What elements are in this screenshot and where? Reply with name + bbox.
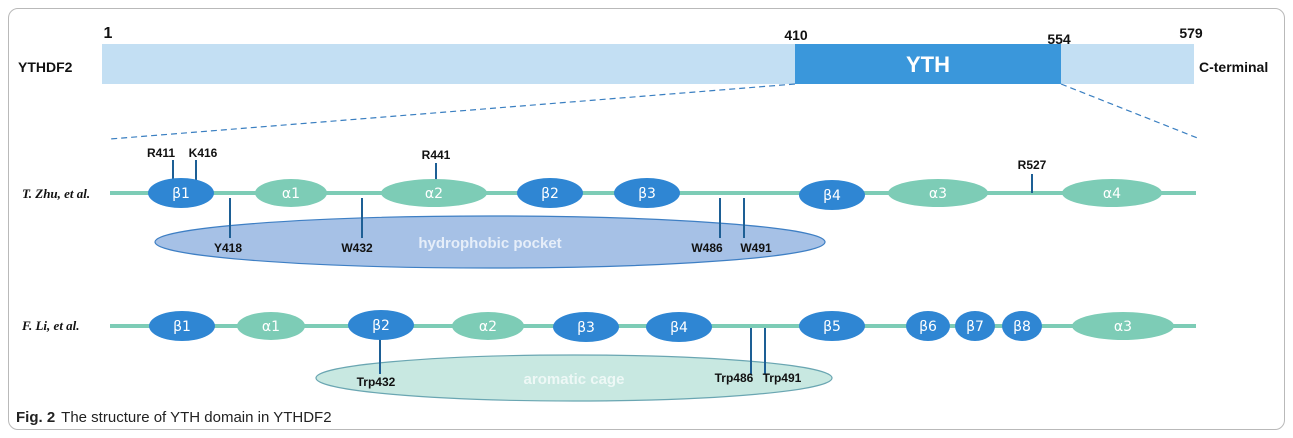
- li-beta4: [646, 312, 712, 342]
- zhu-beta1: [148, 178, 214, 208]
- hydrophobic-pocket-label: hydrophobic pocket: [418, 235, 561, 252]
- zhu-beta2-label: β2: [541, 186, 559, 202]
- position-410: 410: [784, 27, 808, 43]
- li-beta3: [553, 312, 619, 342]
- hydrophobic-pocket: [154, 215, 826, 269]
- zhu-alpha4: [1062, 179, 1162, 207]
- li-alpha2-label: α2: [479, 319, 497, 335]
- li-beta5: [799, 311, 865, 341]
- zhu-alpha3-label: α3: [929, 186, 947, 202]
- residue-r441: R441: [422, 148, 451, 162]
- protein-name: YTHDF2: [18, 59, 73, 75]
- li-beta7-label: β7: [966, 319, 984, 335]
- zhu-alpha3: [888, 179, 988, 207]
- yth-domain-label: YTH: [906, 52, 950, 77]
- li-beta2-label: β2: [372, 318, 390, 334]
- li-beta7: [955, 311, 995, 341]
- position-579: 579: [1179, 25, 1203, 41]
- residue-w486: W486: [691, 241, 723, 255]
- zhu-alpha2: [381, 179, 487, 207]
- figure-caption: Fig. 2 The structure of YTH domain in YTH…: [16, 409, 332, 426]
- yth-domain-box: [795, 44, 1061, 84]
- zhu-alpha2-label: α2: [425, 186, 443, 202]
- li-alpha3-label: α3: [1114, 319, 1132, 335]
- zhu-beta3-label: β3: [638, 186, 656, 202]
- zoom-line-left: [109, 83, 796, 140]
- li-beta1-label: β1: [173, 319, 191, 335]
- zhu-beta4-label: β4: [823, 188, 841, 204]
- residue-k416: K416: [189, 146, 218, 160]
- figure-caption-label: Fig. 2: [16, 409, 56, 426]
- residue-trp432: Trp432: [357, 375, 396, 389]
- li-beta8: [1002, 311, 1042, 341]
- residue-y418: Y418: [214, 241, 242, 255]
- position-1: 1: [104, 25, 113, 42]
- zoom-line-right: [1060, 83, 1201, 140]
- figure-caption-text: The structure of YTH domain in YTHDF2: [61, 409, 332, 426]
- li-alpha3: [1072, 312, 1174, 340]
- li-alpha2: [452, 312, 524, 340]
- zhu-alpha1-label: α1: [282, 186, 300, 202]
- li-beta8-label: β8: [1013, 319, 1031, 335]
- residue-trp491: Trp491: [763, 371, 802, 385]
- li-beta3-label: β3: [577, 320, 595, 336]
- track-author-li: F. Li, et al.: [21, 318, 80, 333]
- position-554: 554: [1047, 31, 1071, 47]
- residue-r411: R411: [147, 146, 175, 160]
- li-beta2: [348, 310, 414, 340]
- li-beta1: [149, 311, 215, 341]
- zhu-beta3: [614, 178, 680, 208]
- zhu-alpha1: [255, 179, 327, 207]
- li-alpha1: [237, 312, 305, 340]
- zhu-beta4: [799, 180, 865, 210]
- aromatic-cage-label: aromatic cage: [524, 371, 625, 388]
- figure-border: [8, 8, 1285, 430]
- residue-trp486: Trp486: [715, 371, 754, 385]
- zhu-beta2: [517, 178, 583, 208]
- li-alpha1-label: α1: [262, 319, 280, 335]
- track-author-zhu: T. Zhu, et al.: [22, 186, 90, 201]
- zhu-beta1-label: β1: [172, 186, 190, 202]
- zhu-alpha4-label: α4: [1103, 186, 1121, 202]
- li-beta6: [906, 311, 950, 341]
- residue-w491: W491: [740, 241, 772, 255]
- residue-r527: R527: [1018, 158, 1047, 172]
- residue-w432: W432: [341, 241, 373, 255]
- li-beta5-label: β5: [823, 319, 841, 335]
- li-beta6-label: β6: [919, 319, 937, 335]
- li-beta4-label: β4: [670, 320, 688, 336]
- c-terminal-label: C-terminal: [1199, 59, 1268, 75]
- aromatic-cage: [315, 354, 833, 402]
